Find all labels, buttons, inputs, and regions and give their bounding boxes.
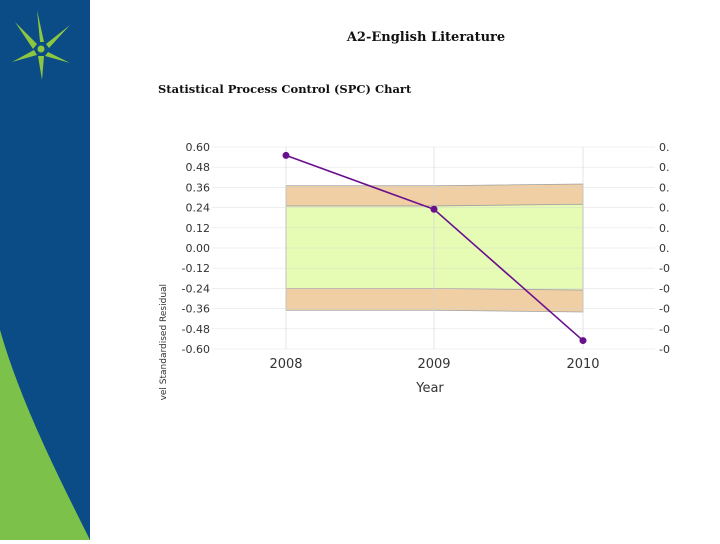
- chart-heading: Statistical Process Control (SPC) Chart: [158, 82, 412, 96]
- x-tick-label: 2010: [566, 357, 599, 372]
- y-tick-label-left: -0.60: [182, 343, 210, 356]
- y-tick-label-right: -0.60: [659, 343, 670, 356]
- y-tick-label-left: -0.12: [182, 262, 210, 275]
- y-tick-label-right: 0.48: [659, 161, 670, 174]
- x-axis-label: Year: [415, 381, 444, 396]
- grid-lines: [212, 146, 655, 350]
- y-tick-label-left: 0.24: [186, 202, 211, 215]
- star-logo-icon: [12, 10, 70, 80]
- y-tick-label-left: 0.60: [186, 141, 211, 154]
- x-tick-label: 2009: [417, 357, 450, 372]
- y-tick-label-right: 0.24: [659, 202, 670, 215]
- y-tick-label-left: -0.24: [182, 282, 210, 295]
- y-tick-label-right: 0.36: [659, 181, 670, 194]
- y-tick-label-left: -0.36: [182, 303, 210, 316]
- spc-chart: 0.60 0.48 0.36 0.24 0.12 0.00 -0.12 -0.24 -0.36 -…: [150, 130, 687, 420]
- y-tick-label-right: 0.00: [659, 242, 670, 255]
- y-tick-label-right: -0.12: [659, 262, 670, 275]
- sidebar-green-swoosh: [0, 330, 90, 540]
- y-axis-label: A-Level Standardised Residual: [159, 284, 169, 400]
- sidebar: [0, 0, 90, 540]
- y-tick-label-right: 0.60: [659, 141, 670, 154]
- y-tick-label-left: 0.48: [186, 161, 211, 174]
- data-point: [282, 151, 290, 159]
- y-tick-label-left: 0.12: [186, 222, 211, 235]
- y-tick-label-right: -0.48: [659, 323, 670, 336]
- y-tick-label-right: -0.24: [659, 282, 670, 295]
- x-axis: 2008 2009 2010: [269, 357, 599, 372]
- slide-title: A2-English Literature: [346, 30, 506, 45]
- data-point: [579, 337, 587, 345]
- series-line-group: [282, 151, 587, 345]
- y-axis-right: 0.60 0.48 0.36 0.24 0.12 0.00 -0.12 -0.24 -0.36 -…: [659, 141, 687, 356]
- inner-control-band: [285, 203, 584, 291]
- x-tick-label: 2008: [269, 357, 302, 372]
- y-tick-label-right: -0.36: [659, 303, 670, 316]
- y-axis-left: 0.60 0.48 0.36 0.24 0.12 0.00 -0.12 -0.24 -0.36 -…: [182, 141, 210, 356]
- y-tick-label-left: 0.00: [186, 242, 211, 255]
- y-tick-label-left: -0.48: [182, 323, 210, 336]
- data-point: [430, 205, 438, 213]
- y-tick-label-left: 0.36: [186, 181, 211, 194]
- y-tick-label-right: 0.12: [659, 222, 670, 235]
